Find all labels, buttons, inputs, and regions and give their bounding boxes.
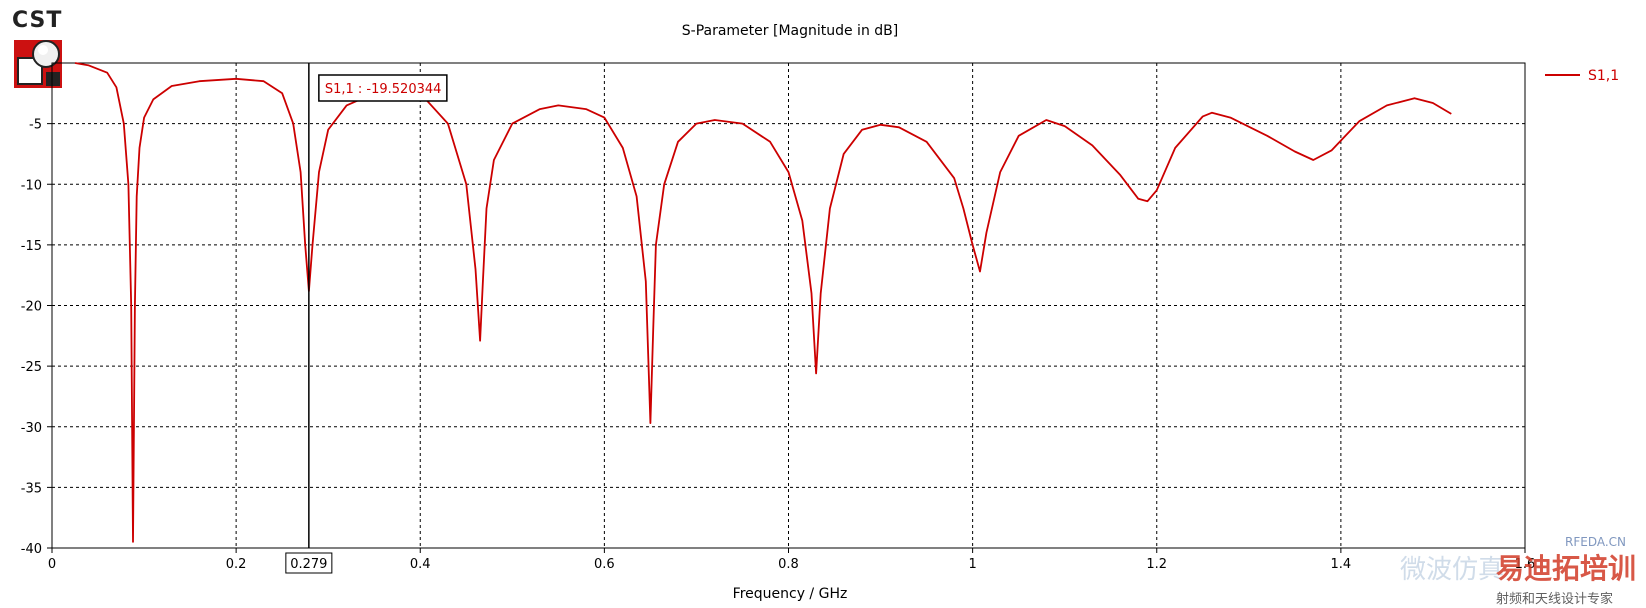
series-line-s11 (74, 62, 1452, 543)
grid (52, 63, 1525, 548)
x-axis-label: Frequency / GHz (733, 586, 848, 602)
marker-layer: S1,1 : -19.520344 0.279 (285, 63, 448, 574)
watermark-slogan: 射频和天线设计专家 (1496, 591, 1613, 607)
x-tick-label: 0.6 (594, 557, 615, 572)
x-tick-label: 0.2 (226, 557, 247, 572)
marker-x-value-label: 0.279 (290, 557, 327, 572)
watermark-faded-text: 微波仿真 (1400, 555, 1504, 585)
curve-layer (74, 62, 1452, 543)
y-tick-label: -30 (21, 421, 42, 436)
y-tick-label: -40 (21, 542, 42, 557)
cst-logo: CST (10, 8, 72, 93)
x-tick-label: 1 (968, 557, 976, 572)
axes: 0 0.2 0.4 0.6 0.8 1 1.2 1.4 1.6 -5 -10 -15 -20 -25 -30… (21, 62, 1536, 572)
x-tick-label: 0.4 (410, 557, 431, 572)
y-tick-label: -15 (21, 239, 42, 254)
legend[interactable]: S1,1 (1545, 68, 1619, 84)
watermark-brand: 易迪拓培训 (1496, 552, 1636, 585)
cst-logo-icon (14, 40, 62, 88)
x-tick-label: 1.2 (1146, 557, 1167, 572)
y-tick-label: -35 (21, 481, 42, 496)
x-tick-label: 1.4 (1331, 557, 1352, 572)
x-tick-label: 0.8 (778, 557, 799, 572)
marker-annotation-box (318, 74, 448, 102)
chart-title: S-Parameter [Magnitude in dB] (682, 23, 898, 39)
legend-label: S1,1 (1588, 68, 1619, 84)
watermark-site: RFEDA.CN (1565, 535, 1626, 549)
cst-logo-text: CST (12, 8, 63, 33)
y-tick-label: -20 (21, 300, 42, 315)
watermark: 微波仿真 RFEDA.CN 易迪拓培训 射频和天线设计专家 (1400, 535, 1636, 607)
marker-x-value-box (285, 552, 333, 574)
marker-annotation-label: S1,1 : -19.520344 (325, 82, 442, 97)
x-tick-label: 1.6 (1515, 557, 1536, 572)
y-tick-label: -25 (21, 360, 42, 375)
y-tick-label: -10 (21, 178, 42, 193)
y-tick-label: -5 (29, 118, 42, 133)
x-tick-label: 0 (48, 557, 56, 572)
